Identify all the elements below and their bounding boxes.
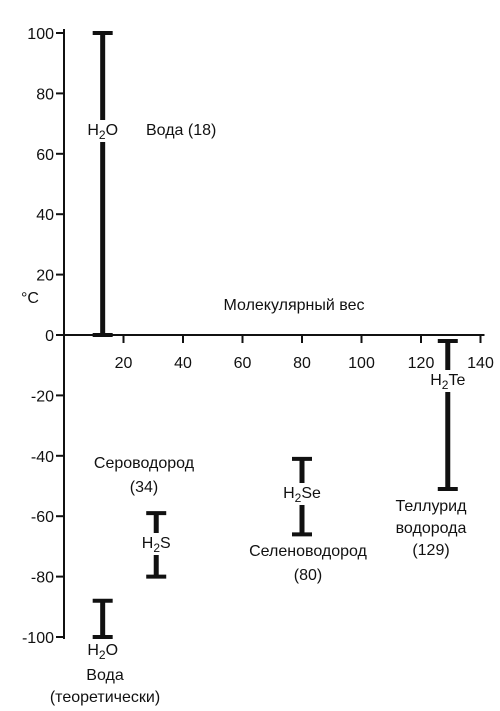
x-axis-label: Молекулярный вес (224, 297, 365, 314)
formula-backdrop (141, 533, 172, 555)
y-tick-label: -80 (31, 570, 54, 587)
formula-label: H2S (142, 535, 171, 555)
formula-backdrop (283, 483, 321, 505)
formula-label: H2O (87, 122, 118, 142)
y-tick-label: 80 (36, 86, 54, 103)
range-bars (92, 31, 458, 639)
y-tick-label: 60 (36, 147, 54, 164)
compound-name: Сероводород (94, 455, 195, 472)
x-tick-label: 20 (115, 355, 133, 372)
x-tick-label: 100 (348, 355, 375, 372)
formula-backdrop (428, 370, 467, 392)
y-tick-label: -20 (31, 388, 54, 405)
y-tick-label: 100 (27, 26, 54, 43)
compound-labels: H2O H2S H2Se H2Te H2O Вода (18) Сероводород (34… (50, 120, 467, 706)
compound-name: Теллурид (396, 498, 468, 515)
compound-name: (129) (412, 542, 449, 559)
formula-label: H2Te (430, 372, 465, 392)
y-axis-ticks: 100 80 60 40 20 0 -20 -40 -60 -80 -100 (22, 26, 64, 647)
compound-name: (80) (294, 567, 322, 584)
y-tick-label: -40 (31, 449, 54, 466)
compound-name: Вода (18) (146, 122, 216, 139)
compound-name: (теоретически) (50, 689, 160, 706)
compound-name: Вода (86, 667, 124, 684)
compound-name: водорода (396, 520, 467, 537)
compound-name: (34) (130, 479, 158, 496)
formula-backdrop (87, 120, 118, 142)
y-tick-label: 0 (45, 328, 54, 345)
x-tick-label: 40 (174, 355, 192, 372)
formula-label: H2O (87, 642, 118, 662)
x-axis-ticks: 20 40 60 80 100 120 140 (115, 335, 494, 372)
y-axis-label: °C (21, 290, 39, 307)
y-tick-label: -60 (31, 509, 54, 526)
y-tick-label: 20 (36, 268, 54, 285)
formula-label: H2Se (283, 485, 321, 505)
x-tick-label: 140 (467, 355, 494, 372)
x-tick-label: 120 (408, 355, 435, 372)
x-tick-label: 60 (234, 355, 252, 372)
y-tick-label: -100 (22, 630, 54, 647)
compound-name: Селеноводород (249, 543, 367, 560)
x-tick-label: 80 (293, 355, 311, 372)
y-tick-label: 40 (36, 207, 54, 224)
